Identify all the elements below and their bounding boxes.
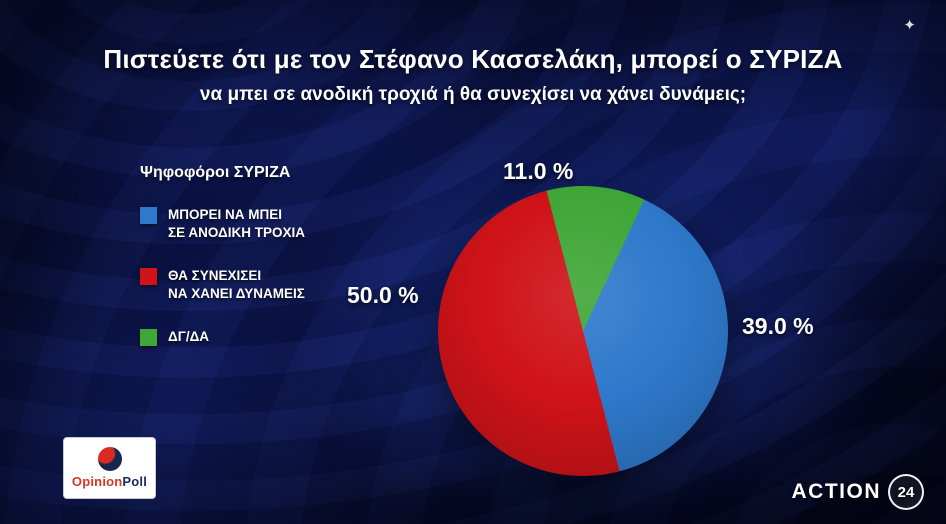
legend-item-red: ΘΑ ΣΥΝΕΧΙΣΕΙ ΝΑ ΧΑΝΕΙ ΔΥΝΑΜΕΙΣ bbox=[140, 267, 305, 302]
pie-chart bbox=[438, 186, 728, 476]
legend-label-blue: ΜΠΟΡΕΙ ΝΑ ΜΠΕΙ ΣΕ ΑΝΟΔΙΚΗ ΤΡΟΧΙΑ bbox=[168, 206, 305, 241]
red-swatch bbox=[140, 268, 157, 286]
legend: Ψηφοφόροι ΣΥΡΙΖΑ ΜΠΟΡΕΙ ΝΑ ΜΠΕΙ ΣΕ ΑΝΟΔΙ… bbox=[140, 164, 305, 372]
pie-label-green: 11.0 % bbox=[503, 158, 574, 184]
opinionpoll-word-opinion: Opinion bbox=[71, 474, 123, 489]
legend-label-line: ΝΑ ΧΑΝΕΙ ΔΥΝΑΜΕΙΣ bbox=[168, 285, 305, 301]
legend-label-green: ΔΓ/ΔΑ bbox=[168, 328, 209, 346]
action24-wordmark: ACTION bbox=[791, 480, 881, 503]
opinionpoll-wordmark: OpinionPoll bbox=[72, 474, 147, 489]
opinionpoll-logo: OpinionPoll bbox=[63, 437, 156, 499]
opinionpoll-icon bbox=[97, 447, 122, 471]
action24-circle-icon: 24 bbox=[888, 474, 924, 510]
legend-item-green: ΔΓ/ΔΑ bbox=[140, 328, 305, 347]
legend-label-line: ΔΓ/ΔΑ bbox=[168, 329, 210, 345]
pie-label-blue: 39.0 % bbox=[742, 313, 814, 339]
legend-title: Ψηφοφόροι ΣΥΡΙΖΑ bbox=[140, 164, 291, 181]
opinionpoll-word-poll: Poll bbox=[122, 474, 148, 489]
legend-label-line: ΣΕ ΑΝΟΔΙΚΗ ΤΡΟΧΙΑ bbox=[168, 224, 305, 240]
poll-title: Πιστεύετε ότι με τον Στέφανο Κασσελάκη, … bbox=[103, 44, 843, 74]
legend-label-red: ΘΑ ΣΥΝΕΧΙΣΕΙ ΝΑ ΧΑΝΕΙ ΔΥΝΑΜΕΙΣ bbox=[168, 267, 305, 302]
sparkle-icon: ✦ bbox=[903, 17, 916, 34]
blue-swatch bbox=[140, 207, 157, 224]
legend-label-line: ΘΑ ΣΥΝΕΧΙΣΕΙ bbox=[168, 268, 262, 284]
legend-label-line: ΜΠΟΡΕΙ ΝΑ ΜΠΕΙ bbox=[168, 207, 283, 222]
legend-item-blue: ΜΠΟΡΕΙ ΝΑ ΜΠΕΙ ΣΕ ΑΝΟΔΙΚΗ ΤΡΟΧΙΑ bbox=[140, 206, 305, 241]
poll-subtitle: να μπει σε ανοδική τροχιά ή θα συνεχίσει… bbox=[199, 84, 747, 105]
green-swatch bbox=[140, 329, 157, 347]
action24-logo: ACTION 24 bbox=[791, 474, 924, 510]
pie-label-red: 50.0 % bbox=[347, 282, 419, 308]
